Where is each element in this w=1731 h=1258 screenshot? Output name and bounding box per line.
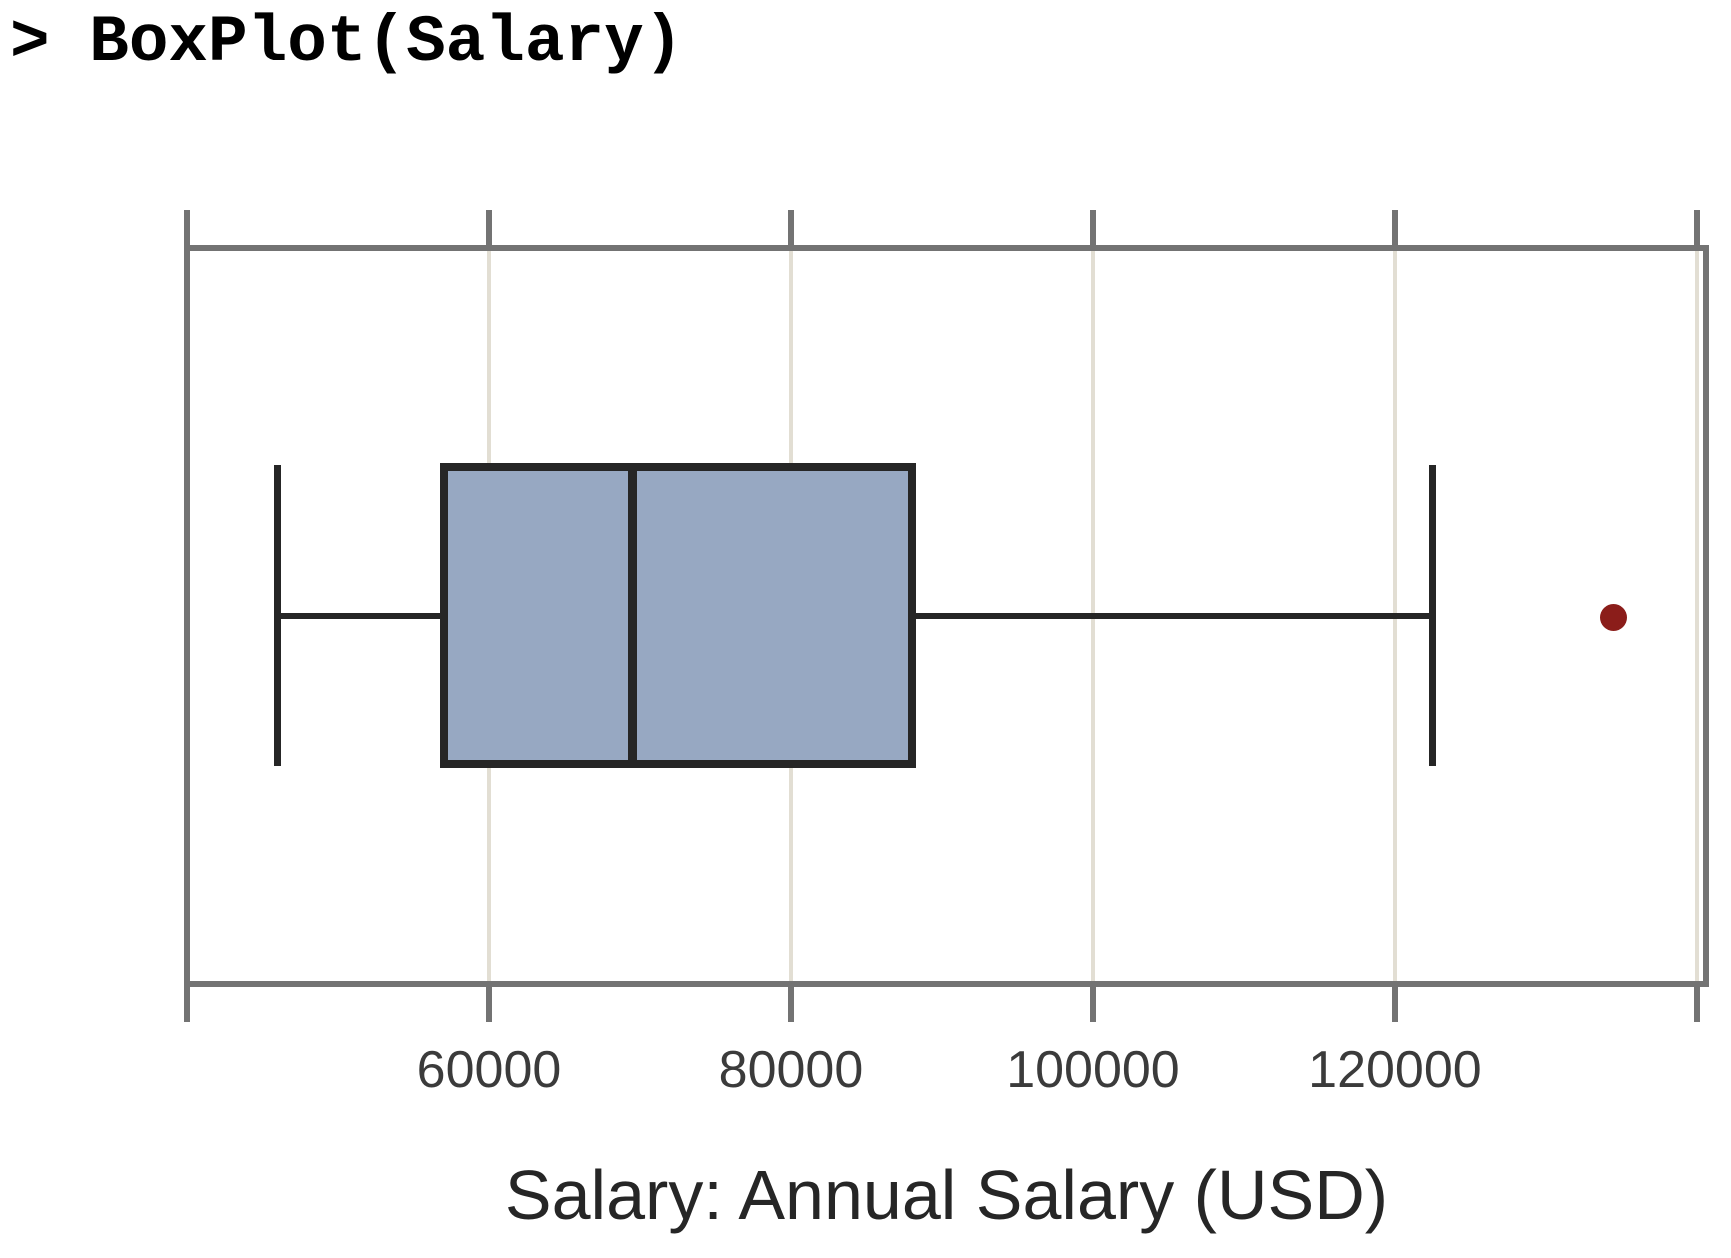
x-axis-title: Salary: Annual Salary (USD) xyxy=(504,1156,1389,1234)
x-tick-bottom xyxy=(1089,987,1096,1022)
outlier-point xyxy=(1600,603,1628,631)
median-line xyxy=(628,471,637,760)
console-command: > BoxPlot(Salary) xyxy=(10,5,684,80)
x-tick-bottom xyxy=(1693,987,1700,1022)
whisker-cap-high xyxy=(1429,465,1437,766)
x-tick-label: 120000 xyxy=(1308,1041,1482,1099)
gridline xyxy=(1694,248,1699,984)
x-tick-label: 60000 xyxy=(416,1041,562,1099)
x-tick-bottom xyxy=(485,987,492,1022)
x-tick-top xyxy=(787,210,794,245)
x-tick-bottom xyxy=(1391,987,1398,1022)
x-tick-bottom xyxy=(787,987,794,1022)
iqr-box xyxy=(439,463,916,768)
x-tick-top xyxy=(485,210,492,245)
whisker-cap-low xyxy=(274,465,282,766)
whisker-line-right xyxy=(915,613,1433,619)
x-tick-top xyxy=(184,210,190,245)
x-tick-bottom xyxy=(184,987,190,1022)
plot-panel-frame xyxy=(184,245,1709,987)
x-tick-label: 100000 xyxy=(1006,1041,1180,1099)
x-tick-top xyxy=(1693,210,1700,245)
x-tick-top xyxy=(1089,210,1096,245)
x-tick-label: 80000 xyxy=(718,1041,864,1099)
x-tick-top xyxy=(1391,210,1398,245)
whisker-line-left xyxy=(277,613,440,619)
